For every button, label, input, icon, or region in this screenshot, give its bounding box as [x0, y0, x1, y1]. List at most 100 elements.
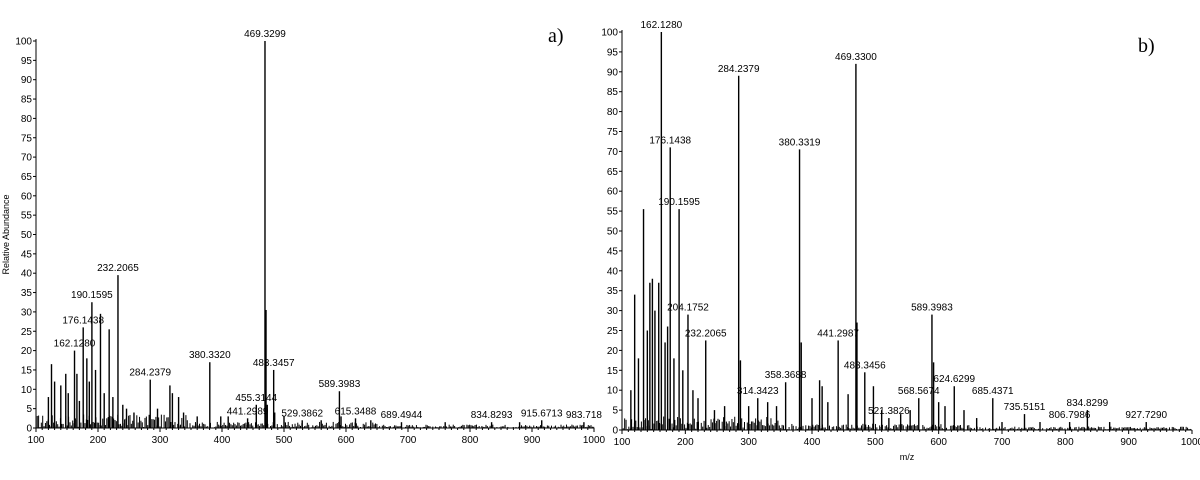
- y-tick-label: 0: [26, 424, 32, 435]
- peak-label: 455.3144: [235, 393, 277, 404]
- peak-label: 284.2379: [718, 64, 760, 75]
- y-tick-label: 100: [15, 37, 32, 48]
- x-tick-label: 100: [28, 435, 45, 446]
- peak-label: 834.8293: [471, 410, 513, 421]
- peak-label: 483.3456: [844, 360, 886, 371]
- peak-label: 983.718: [566, 410, 603, 421]
- y-tick-label: 15: [21, 365, 33, 376]
- peak-label: 284.2379: [129, 368, 171, 379]
- spectrum-panel-a: 0 5 10 15 20 25 30 35 40 45 50 55 60 65 70 75 80 85 90 95 10…: [1, 25, 606, 446]
- y-tick-label: 10: [607, 386, 619, 397]
- peak-label: 915.6713: [521, 408, 563, 419]
- y-tick-label: 10: [21, 385, 33, 396]
- peak-label: 834.8299: [1067, 398, 1109, 409]
- y-tick-label: 25: [607, 326, 619, 337]
- peak-label: 162.1280: [54, 339, 96, 350]
- x-tick-label: 400: [804, 437, 821, 448]
- peak-label: 232.2065: [685, 328, 727, 339]
- peak-label: 380.3319: [779, 137, 821, 148]
- peak-label: 589.3983: [319, 379, 361, 390]
- x-tick-label: 600: [930, 437, 947, 448]
- y-tick-label: 20: [607, 346, 619, 357]
- y-tick-label: 25: [21, 327, 33, 338]
- y-tick-label: 20: [21, 346, 33, 357]
- spectrum-panel-b: 0 5 10 15 20 25 30 35 40 45 50 55 60 65 70 75 80 85 90 95 10…: [601, 20, 1200, 462]
- peak-label: 469.3299: [244, 29, 286, 40]
- x-tick-label: 300: [740, 437, 757, 448]
- y-tick-label: 60: [21, 191, 33, 202]
- x-tick-label: 700: [400, 435, 417, 446]
- x-tick-label: 1000: [583, 435, 606, 446]
- peak-label: 190.1595: [658, 197, 700, 208]
- y-tick-label: 40: [21, 269, 33, 280]
- y-tick-label: 85: [21, 95, 33, 106]
- peak-label: 806.7986: [1049, 410, 1091, 421]
- y-tick-label: 65: [21, 172, 33, 183]
- y-tick-label: 95: [607, 47, 619, 58]
- x-tick-label: 800: [462, 435, 479, 446]
- peak-label: 689.4944: [381, 410, 423, 421]
- peak-label: 624.6299: [933, 374, 975, 385]
- x-axis-title: m/z: [900, 452, 915, 462]
- peak-label: 735.5151: [1004, 402, 1046, 413]
- peak-label: 232.2065: [97, 263, 139, 274]
- peak-label: 469.3300: [835, 52, 877, 63]
- peak-label: 568.5674: [898, 386, 940, 397]
- y-tick-label: 5: [26, 404, 32, 415]
- y-tick-label: 75: [607, 127, 619, 138]
- peak-label: 589.3983: [911, 303, 953, 314]
- y-tick-label: 65: [607, 167, 619, 178]
- y-tick-label: 50: [607, 227, 619, 238]
- y-tick-label: 40: [607, 266, 619, 277]
- x-tick-label: 800: [1057, 437, 1074, 448]
- y-tick-label: 50: [21, 230, 33, 241]
- x-tick-label: 500: [276, 435, 293, 446]
- y-tick-label: 95: [21, 56, 33, 67]
- peak-label: 441.2987: [817, 328, 859, 339]
- y-tick-label: 30: [21, 307, 33, 318]
- peak-label: 176.1438: [649, 135, 691, 146]
- y-tick-label: 15: [607, 366, 619, 377]
- y-tick-label: 90: [607, 67, 619, 78]
- y-tick-label: 60: [607, 187, 619, 198]
- x-tick-label: 700: [994, 437, 1011, 448]
- y-tick-label: 55: [607, 207, 619, 218]
- x-tick-label: 300: [152, 435, 169, 446]
- y-tick-label: 30: [607, 306, 619, 317]
- y-tick-label: 5: [612, 406, 618, 417]
- x-tick-label: 400: [214, 435, 231, 446]
- peak-label: 927.7290: [1125, 410, 1167, 421]
- peak-label: 204.1752: [667, 303, 709, 314]
- x-tick-label: 200: [677, 437, 694, 448]
- y-tick-label: 35: [607, 286, 619, 297]
- peak-label: 358.3688: [765, 370, 807, 381]
- peak-label: 615.3488: [335, 406, 377, 417]
- y-tick-label: 80: [21, 114, 33, 125]
- peak-label: 314.3423: [737, 386, 779, 397]
- y-tick-label: 85: [607, 87, 619, 98]
- peak-label: 483.3457: [253, 358, 295, 369]
- y-tick-label: 100: [601, 28, 618, 39]
- panel-label: a): [548, 25, 564, 47]
- x-tick-label: 200: [90, 435, 107, 446]
- panel-label: b): [1138, 35, 1155, 57]
- y-tick-label: 80: [607, 107, 619, 118]
- x-tick-label: 900: [1120, 437, 1137, 448]
- x-tick-label: 600: [338, 435, 355, 446]
- peak-label: 380.3320: [189, 350, 231, 361]
- y-tick-label: 70: [21, 153, 33, 164]
- y-tick-label: 90: [21, 75, 33, 86]
- x-tick-label: 900: [524, 435, 541, 446]
- x-tick-label: 500: [867, 437, 884, 448]
- y-axis-title: Relative Abundance: [1, 194, 11, 274]
- x-tick-label: 1000: [1181, 437, 1200, 448]
- y-tick-label: 45: [607, 246, 619, 257]
- y-tick-label: 70: [607, 147, 619, 158]
- y-tick-label: 35: [21, 288, 33, 299]
- peak-label: 162.1280: [640, 20, 682, 31]
- x-tick-label: 100: [614, 437, 631, 448]
- y-tick-label: 0: [612, 426, 618, 437]
- y-tick-label: 45: [21, 249, 33, 260]
- y-tick-label: 55: [21, 211, 33, 222]
